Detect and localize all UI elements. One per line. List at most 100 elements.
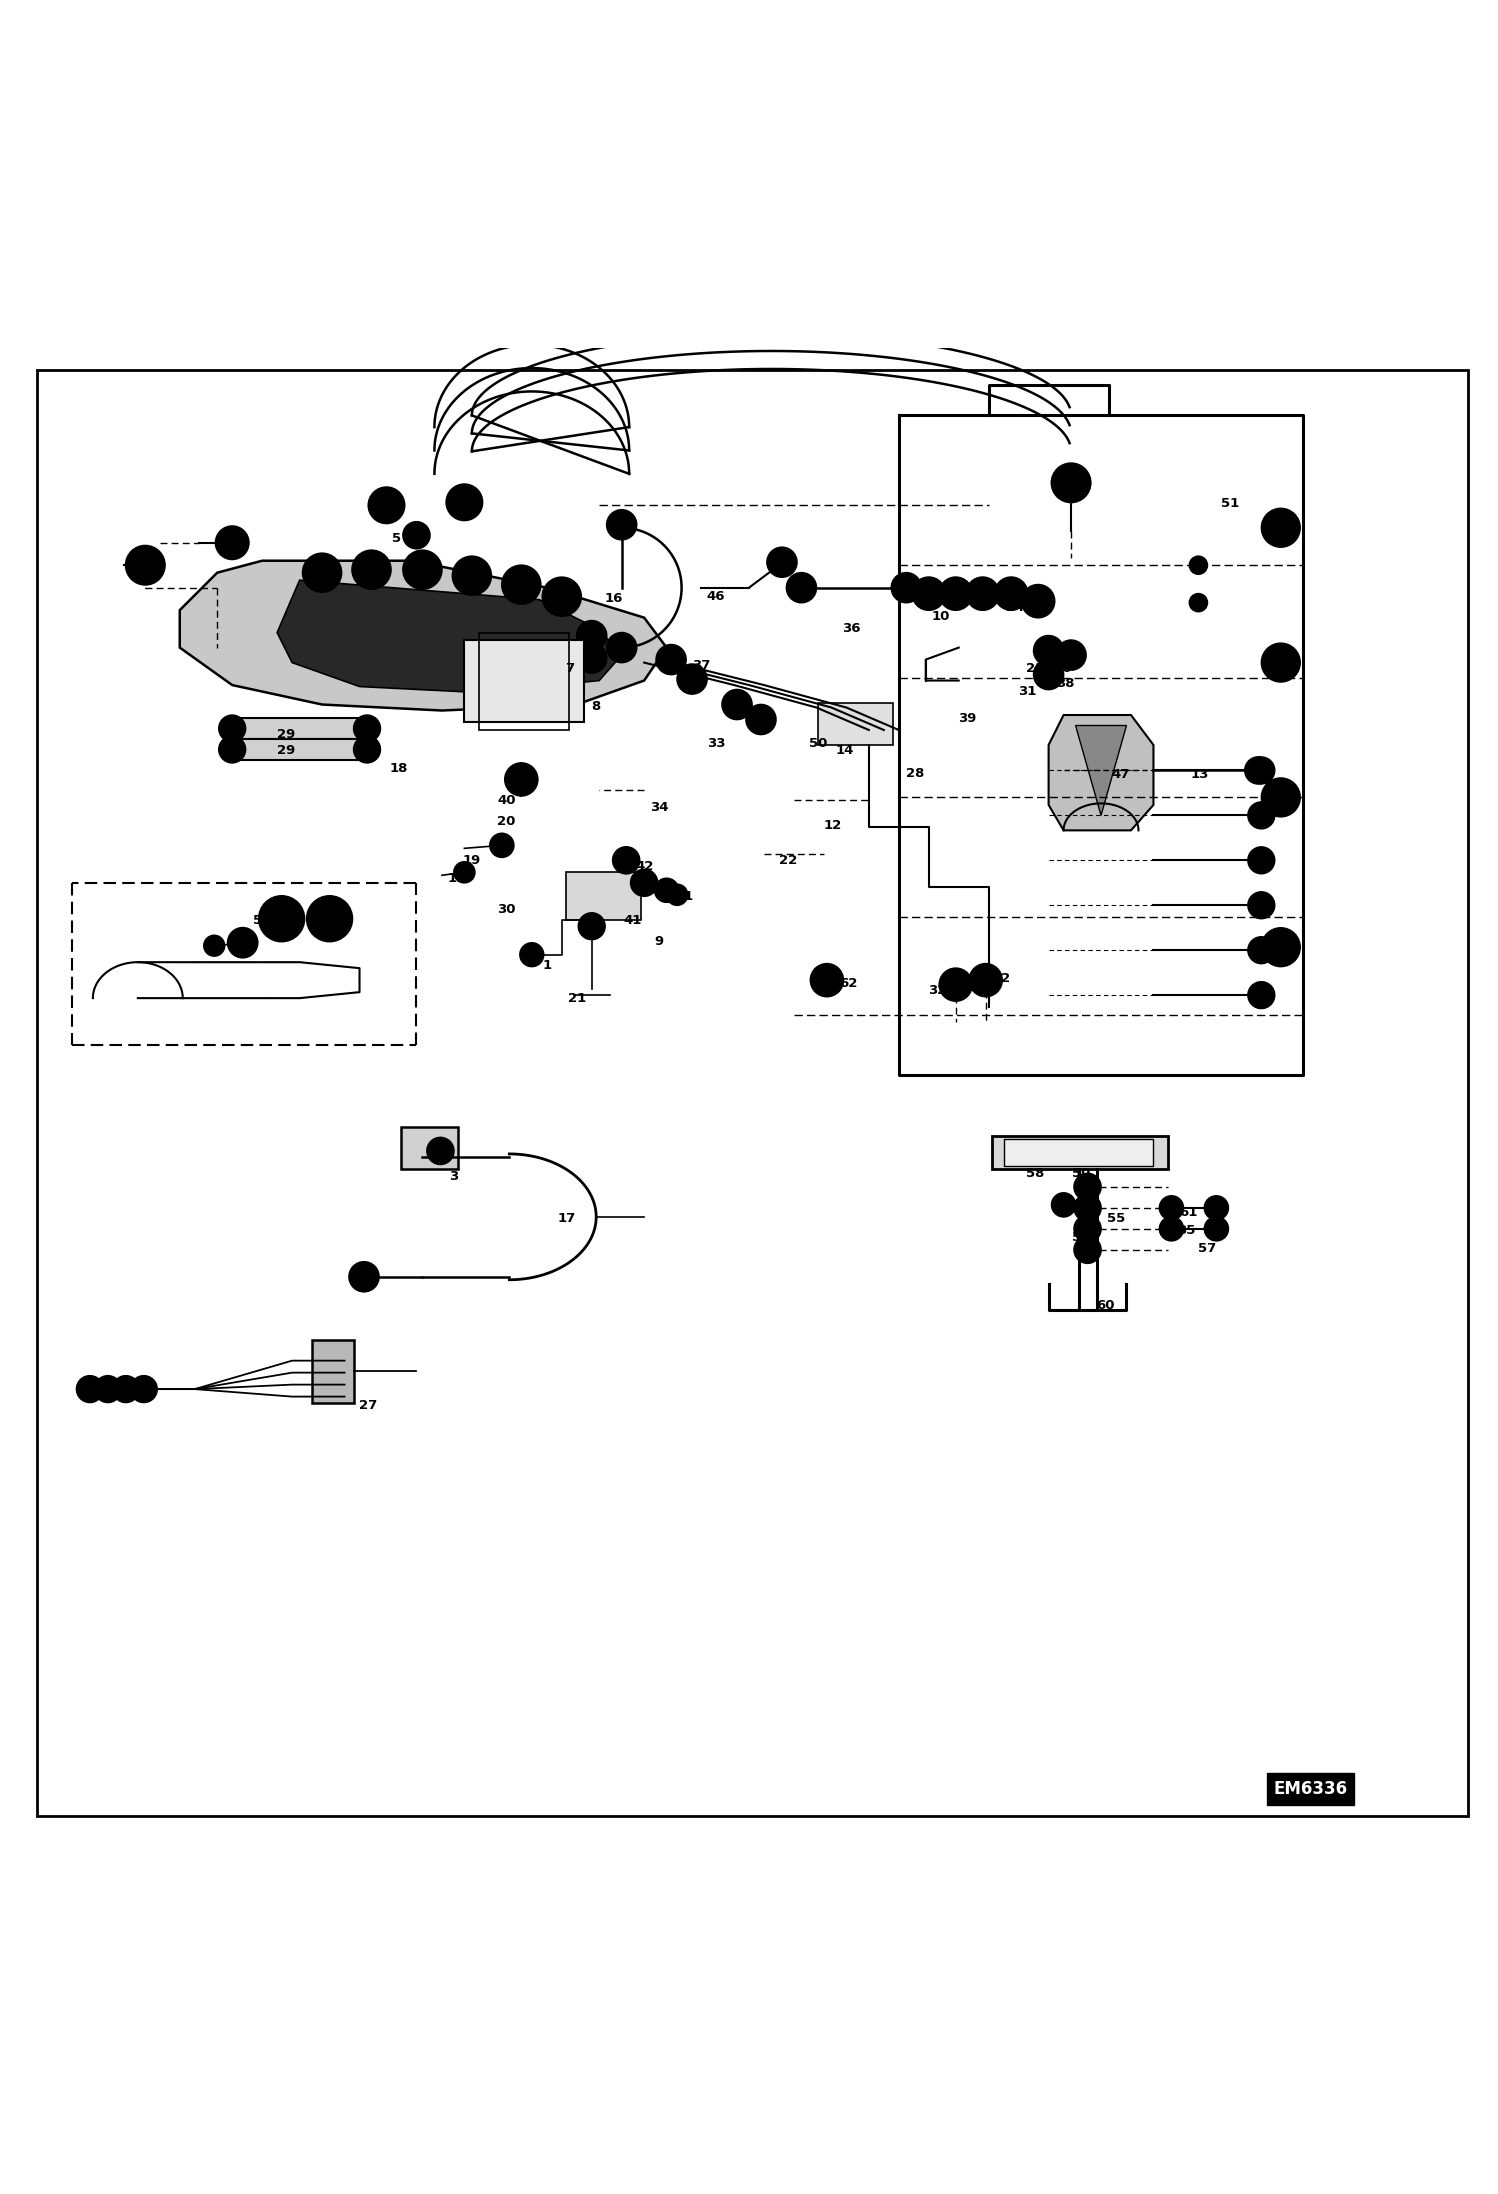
Circle shape [454, 862, 475, 882]
Circle shape [1052, 1194, 1076, 1218]
Circle shape [1056, 641, 1086, 669]
Text: 46: 46 [707, 590, 725, 603]
Text: 13: 13 [1191, 768, 1209, 781]
Text: 58: 58 [1026, 1167, 1044, 1180]
Bar [232, 717, 367, 739]
Circle shape [219, 735, 246, 764]
Text: 2: 2 [1001, 972, 1010, 985]
Circle shape [403, 522, 430, 548]
Text: 50: 50 [1073, 1167, 1091, 1180]
Text: 6: 6 [130, 557, 139, 570]
Text: 41: 41 [623, 913, 641, 926]
Circle shape [677, 665, 707, 693]
Text: 49: 49 [737, 702, 755, 715]
Circle shape [216, 527, 249, 559]
Text: 62: 62 [839, 976, 857, 989]
Circle shape [810, 963, 843, 996]
Circle shape [722, 689, 752, 720]
Circle shape [452, 557, 491, 595]
Text: 29: 29 [277, 728, 295, 742]
Text: 18: 18 [389, 764, 407, 774]
Text: 20: 20 [497, 814, 515, 827]
Text: 30: 30 [497, 904, 515, 917]
Text: 44: 44 [372, 491, 389, 505]
Text: 35: 35 [1177, 1224, 1195, 1237]
Text: 25: 25 [1007, 586, 1025, 599]
Circle shape [1261, 779, 1300, 816]
Circle shape [1074, 1194, 1101, 1222]
Circle shape [354, 715, 380, 742]
Circle shape [505, 764, 538, 796]
Text: 53: 53 [253, 913, 271, 926]
Text: 24: 24 [1007, 601, 1025, 614]
Bar [312, 1341, 354, 1402]
Circle shape [303, 553, 342, 592]
Text: 9: 9 [655, 935, 664, 948]
Circle shape [767, 546, 797, 577]
Circle shape [204, 935, 225, 957]
Text: 60: 60 [1097, 1299, 1115, 1312]
Text: 34: 34 [650, 801, 668, 814]
Circle shape [321, 911, 339, 928]
Bar [818, 702, 893, 746]
Text: 8: 8 [592, 700, 601, 713]
Circle shape [1261, 643, 1300, 682]
Circle shape [1034, 660, 1064, 689]
Text: 12: 12 [824, 818, 842, 832]
Circle shape [352, 551, 391, 590]
Circle shape [1261, 928, 1300, 968]
Circle shape [130, 1376, 157, 1402]
Circle shape [520, 943, 544, 968]
Text: EM6336: EM6336 [1273, 1779, 1348, 1799]
Circle shape [1248, 801, 1275, 829]
Circle shape [403, 551, 442, 590]
Circle shape [502, 566, 541, 603]
Circle shape [307, 897, 352, 941]
Text: 42: 42 [635, 860, 653, 873]
Circle shape [1261, 509, 1300, 546]
Circle shape [667, 884, 688, 906]
Circle shape [939, 968, 972, 1000]
Circle shape [912, 577, 945, 610]
Circle shape [1204, 1196, 1228, 1220]
Text: 47: 47 [1112, 768, 1129, 781]
Text: 45: 45 [650, 884, 668, 897]
Bar [566, 873, 641, 919]
Circle shape [1248, 847, 1275, 873]
Circle shape [94, 1376, 121, 1402]
Circle shape [1074, 1215, 1101, 1242]
Text: 43: 43 [464, 491, 482, 505]
Bar [479, 632, 569, 731]
Circle shape [655, 878, 679, 902]
Text: 17: 17 [557, 1211, 575, 1224]
Circle shape [969, 963, 1002, 996]
Circle shape [1248, 937, 1275, 963]
Polygon shape [1076, 726, 1126, 816]
Polygon shape [180, 562, 667, 711]
Text: 28: 28 [906, 768, 924, 779]
Circle shape [656, 645, 686, 674]
Circle shape [1189, 557, 1207, 575]
Text: 57: 57 [1198, 1242, 1216, 1255]
Text: 56: 56 [1073, 1231, 1091, 1244]
Circle shape [76, 1376, 103, 1402]
Circle shape [995, 577, 1028, 610]
Text: 26: 26 [1053, 663, 1071, 676]
Circle shape [349, 1262, 379, 1292]
Text: 32: 32 [929, 985, 947, 996]
Text: 16: 16 [605, 592, 623, 606]
Text: 55: 55 [1107, 1211, 1125, 1224]
Circle shape [966, 577, 999, 610]
Text: 33: 33 [707, 737, 725, 750]
Text: 7: 7 [565, 663, 574, 676]
Text: 22: 22 [779, 853, 797, 867]
Text: 37: 37 [692, 658, 710, 671]
Bar [401, 1128, 458, 1169]
Text: 11: 11 [676, 891, 694, 902]
Bar [992, 1136, 1168, 1169]
Text: 23: 23 [1026, 663, 1044, 676]
Circle shape [354, 735, 380, 764]
Text: 10: 10 [932, 610, 950, 623]
Circle shape [490, 834, 514, 858]
Text: 40: 40 [497, 794, 515, 807]
